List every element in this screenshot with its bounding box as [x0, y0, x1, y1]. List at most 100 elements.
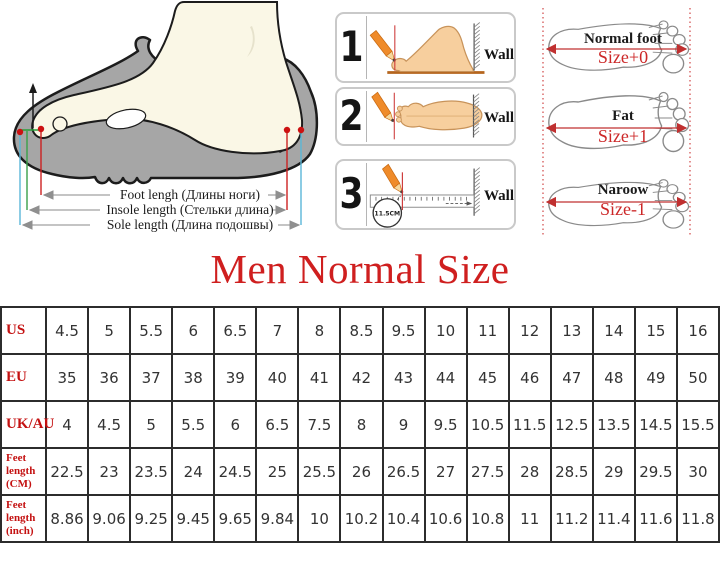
size-table-row: Feet length (CM) 22.5 23 23.5 24 24.5 25 25.5 26… — [0, 447, 720, 496]
size-value-cell: 9.45 — [171, 494, 216, 543]
size-value-cell: 13.5 — [591, 400, 636, 449]
size-row-label: Feet length (CM) — [0, 447, 47, 496]
size-value-cell: 26 — [339, 447, 384, 496]
foot-type-size: Size-1 — [600, 199, 646, 219]
size-value-cell: 11 — [465, 306, 510, 355]
size-value-cell: 26.5 — [381, 447, 426, 496]
size-value-cell: 4.5 — [87, 400, 132, 449]
size-value-cell: 13 — [549, 306, 594, 355]
size-value-cell: 11.8 — [675, 494, 720, 543]
toe — [396, 116, 402, 123]
size-value-cell: 27 — [423, 447, 468, 496]
size-value-cell: 15.5 — [675, 400, 720, 449]
size-value-cell: 6 — [171, 306, 216, 355]
foot-type-name: Fat — [612, 108, 634, 124]
callout-circle — [372, 198, 403, 228]
size-table-row: US 4.5 5 5.5 6 6.5 7 8 8.5 9.5 10 11 12 13 14 15 16 — [0, 306, 720, 355]
size-row-label: US — [0, 306, 47, 355]
size-value-cell: 49 — [633, 353, 678, 402]
men-size-table: US 4.5 5 5.5 6 6.5 7 8 8.5 9.5 10 11 12 13 14 15 16 EU 35 3… — [0, 306, 720, 543]
toe — [395, 111, 401, 118]
size-value-cell: 12 — [507, 306, 552, 355]
toe — [396, 105, 403, 112]
size-value-cell: 28.5 — [549, 447, 594, 496]
size-value-cell: 47 — [549, 353, 594, 402]
size-table-section: US 4.5 5 5.5 6 6.5 7 8 8.5 9.5 10 11 12 13 14 15 16 EU 35 3… — [0, 306, 720, 543]
size-table-row: EU 35 36 37 38 39 40 41 42 43 44 45 46 47 48 49 50 — [0, 353, 720, 402]
size-value-cell: 10 — [423, 306, 468, 355]
size-value-cell: 11.2 — [549, 494, 594, 543]
size-value-cell: 9.65 — [213, 494, 258, 543]
size-value-cell: 45 — [465, 353, 510, 402]
big-toe — [52, 116, 68, 132]
foot-type-name: Naroow — [597, 182, 649, 198]
size-value-cell: 10 — [297, 494, 342, 543]
step-number: 3 — [339, 168, 364, 218]
size-value-cell: 39 — [213, 353, 258, 402]
size-value-cell: 5 — [87, 306, 132, 355]
size-value-cell: 25 — [255, 447, 300, 496]
size-value-cell: 50 — [675, 353, 720, 402]
size-value-cell: 16 — [675, 306, 720, 355]
size-value-cell: 7 — [255, 306, 300, 355]
step1-illustration — [369, 22, 485, 74]
size-value-cell: 28 — [507, 447, 552, 496]
sock-notch — [105, 108, 147, 130]
size-value-cell: 11 — [507, 494, 552, 543]
size-value-cell: 8 — [297, 306, 342, 355]
size-value-cell: 44 — [423, 353, 468, 402]
foot-length-label: Foot lengh (Длины ноги) — [120, 187, 260, 202]
size-value-cell: 30 — [675, 447, 720, 496]
step3-illustration: 11.5CM — [369, 163, 481, 228]
ruler-measurement: 11.5CM — [374, 210, 400, 217]
size-value-cell: 35 — [44, 353, 90, 402]
size-table-row: Feet length (inch) 8.86 9.06 9.25 9.45 9.65 9.… — [0, 494, 720, 543]
size-value-cell: 11.4 — [591, 494, 636, 543]
size-row-label: UK/AU — [0, 400, 54, 449]
step-number: 1 — [339, 21, 364, 71]
top-foot-shape — [398, 100, 483, 131]
measure-step-3: 3 11.5CM — [335, 159, 516, 230]
size-value-cell: 8.86 — [44, 494, 90, 543]
size-value-cell: 41 — [297, 353, 342, 402]
size-value-cell: 9.25 — [129, 494, 174, 543]
size-value-cell: 9.84 — [255, 494, 300, 543]
page-title: Men Normal Size — [210, 246, 510, 292]
foot-outlines-illustration — [542, 8, 691, 235]
size-value-cell: 24 — [171, 447, 216, 496]
pencil-icon — [381, 163, 404, 194]
size-value-cell: 40 — [255, 353, 300, 402]
divider — [366, 16, 367, 79]
size-value-cell: 14.5 — [633, 400, 678, 449]
wall-label: Wall — [484, 47, 515, 63]
foot-type-name: Normal foot — [584, 31, 662, 47]
size-value-cell: 11.5 — [507, 400, 552, 449]
measure-step-2: 2 Wall — [335, 87, 516, 146]
size-value-cell: 8.5 — [339, 306, 384, 355]
insole-length-label: Insole length (Стельки длина) — [106, 202, 273, 217]
size-value-cell: 9.06 — [87, 494, 132, 543]
step2-illustration — [371, 91, 483, 140]
size-value-cell: 6 — [213, 400, 258, 449]
measure-annotations — [16, 83, 305, 230]
size-value-cell: 10.4 — [381, 494, 426, 543]
size-value-cell: 9 — [381, 400, 426, 449]
size-row-label: Feet length (inch) — [0, 494, 47, 543]
foot-measure-diagram: Foot lengh (Длины ноги) Insole length (С… — [0, 0, 335, 240]
size-value-cell: 8 — [339, 400, 384, 449]
divider — [366, 91, 367, 142]
size-value-cell: 23.5 — [129, 447, 174, 496]
wall-hatch — [473, 22, 481, 70]
leg-shading — [247, 26, 255, 57]
wall-label: Wall — [484, 110, 515, 126]
size-value-cell: 36 — [87, 353, 132, 402]
divider — [366, 163, 367, 226]
pencil-icon — [369, 29, 396, 62]
size-value-cell: 12.5 — [549, 400, 594, 449]
size-value-cell: 4.5 — [44, 306, 90, 355]
size-value-cell: 42 — [339, 353, 384, 402]
size-value-cell: 5.5 — [171, 400, 216, 449]
wall-label: Wall — [484, 188, 515, 204]
size-value-cell: 23 — [87, 447, 132, 496]
